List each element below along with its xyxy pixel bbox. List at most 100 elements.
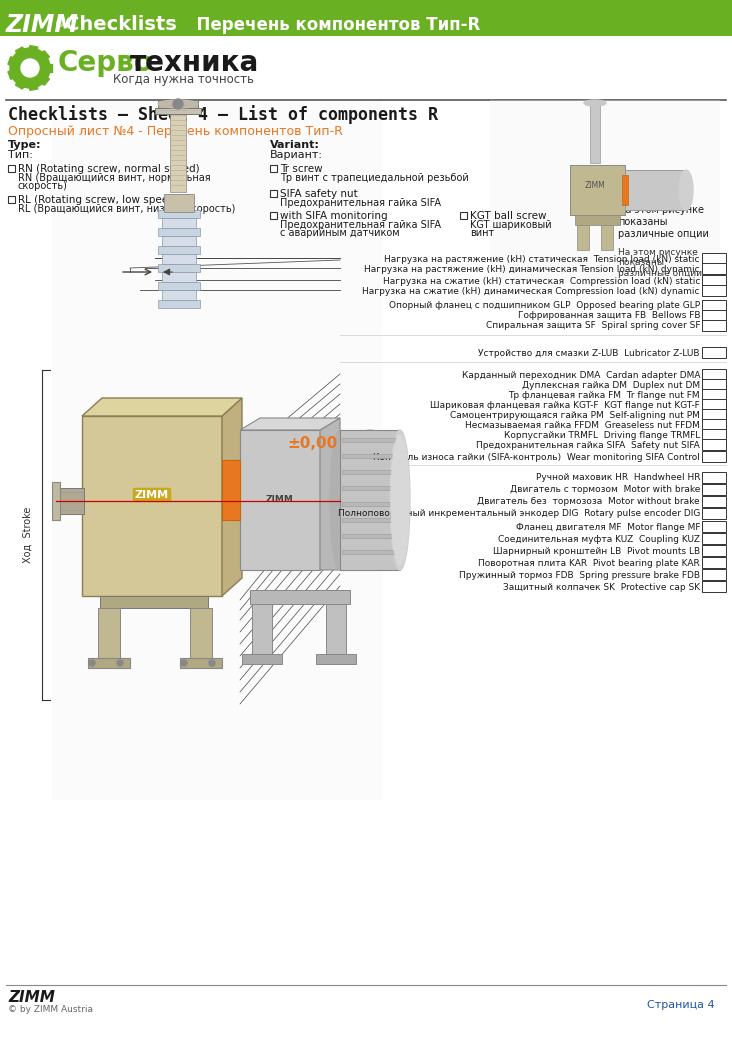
- Bar: [250, 590, 350, 604]
- Text: RN (Rotating screw, normal speed): RN (Rotating screw, normal speed): [18, 164, 200, 174]
- Circle shape: [209, 660, 215, 666]
- Circle shape: [10, 48, 50, 88]
- Bar: [702, 389, 726, 400]
- Bar: [702, 399, 726, 410]
- Bar: [56, 488, 84, 514]
- Text: Дуплексная гайка DM  Duplex nut DM: Дуплексная гайка DM Duplex nut DM: [522, 381, 700, 389]
- Text: Перечень компонентов Тип-R: Перечень компонентов Тип-R: [185, 16, 480, 34]
- Bar: [340, 430, 400, 570]
- Bar: [702, 368, 726, 380]
- Circle shape: [21, 59, 39, 77]
- Bar: [88, 658, 130, 668]
- Text: Тр фланцевая гайка FM  Tr flange nut FM: Тр фланцевая гайка FM Tr flange nut FM: [509, 390, 700, 400]
- Bar: [155, 108, 201, 114]
- Bar: [702, 253, 726, 264]
- Bar: [702, 379, 726, 390]
- Bar: [29, 81, 38, 90]
- Text: Type:: Type:: [8, 140, 42, 151]
- Bar: [158, 300, 200, 308]
- Text: Checklists – Sheet 4 – List of components R: Checklists – Sheet 4 – List of component…: [8, 106, 438, 125]
- Bar: [270, 212, 277, 219]
- Bar: [98, 608, 120, 658]
- Bar: [15, 47, 26, 58]
- Bar: [702, 347, 726, 358]
- Bar: [460, 212, 467, 219]
- Text: Устройство для смазки Z-LUB  Lubricator Z-LUB: Устройство для смазки Z-LUB Lubricator Z…: [479, 349, 700, 357]
- Text: Предохранительная гайка SIFA: Предохранительная гайка SIFA: [280, 198, 441, 208]
- Text: KGT ball screw: KGT ball screw: [470, 211, 547, 221]
- Polygon shape: [320, 418, 340, 570]
- Circle shape: [181, 660, 187, 666]
- Bar: [702, 275, 726, 286]
- Bar: [158, 264, 200, 272]
- Bar: [601, 225, 613, 250]
- Bar: [52, 100, 382, 800]
- Bar: [100, 596, 208, 608]
- Text: Нагрузка на растяжение (kH) динамическая Tension load (kN) dynamic: Нагрузка на растяжение (kH) динамическая…: [365, 265, 700, 273]
- Bar: [622, 175, 628, 204]
- Text: Тр винт с трапециедальной резьбой: Тр винт с трапециедальной резьбой: [280, 173, 468, 183]
- Text: ZIMM: ZIMM: [585, 181, 605, 190]
- Bar: [702, 285, 726, 296]
- Bar: [82, 416, 222, 596]
- Bar: [222, 460, 240, 520]
- Text: Variant:: Variant:: [270, 140, 320, 151]
- Bar: [158, 210, 200, 218]
- Polygon shape: [240, 418, 340, 430]
- Bar: [702, 300, 726, 311]
- Text: Ход  Stroke: Ход Stroke: [23, 507, 33, 564]
- Bar: [342, 438, 400, 442]
- Text: RL (Rotating screw, low speed): RL (Rotating screw, low speed): [18, 195, 179, 204]
- Circle shape: [117, 660, 123, 666]
- Bar: [29, 46, 38, 55]
- Circle shape: [173, 99, 183, 109]
- Bar: [702, 429, 726, 440]
- Bar: [158, 100, 198, 108]
- Text: Опорный фланец с подшипником GLP  Opposed bearing plate GLP: Опорный фланец с подшипником GLP Opposed…: [389, 301, 700, 310]
- Bar: [702, 496, 726, 507]
- Text: Фланец двигателя MF  Motor flange MF: Фланец двигателя MF Motor flange MF: [515, 522, 700, 531]
- Circle shape: [23, 61, 37, 75]
- Text: Серво: Серво: [58, 49, 154, 77]
- Wedge shape: [15, 53, 43, 83]
- Text: На этом рисунке
показаны
различные опции: На этом рисунке показаны различные опции: [618, 248, 702, 278]
- Text: Шарнирный кронштейн LB  Pivot mounts LB: Шарнирный кронштейн LB Pivot mounts LB: [493, 546, 700, 555]
- Text: Когда нужна точность: Когда нужна точность: [113, 74, 254, 86]
- Bar: [44, 64, 52, 72]
- Text: Опросный лист №4 - Перечень компонентов Тип-R: Опросный лист №4 - Перечень компонентов …: [8, 125, 343, 137]
- Bar: [180, 658, 222, 668]
- Bar: [38, 74, 50, 85]
- Bar: [342, 534, 400, 538]
- Bar: [702, 409, 726, 420]
- Bar: [0, 0, 732, 36]
- Bar: [158, 228, 200, 236]
- Bar: [702, 557, 726, 568]
- Text: Гофрированная защита FB  Bellows FB: Гофрированная защита FB Bellows FB: [518, 311, 700, 321]
- Ellipse shape: [584, 100, 606, 106]
- Bar: [702, 569, 726, 580]
- Ellipse shape: [330, 430, 350, 570]
- Bar: [162, 218, 196, 228]
- Text: с аварийным датчиком: с аварийным датчиком: [280, 228, 400, 238]
- Bar: [162, 272, 196, 282]
- Text: Двигатель без  тормозоза  Motor without brake: Двигатель без тормозоза Motor without br…: [477, 497, 700, 507]
- Polygon shape: [82, 398, 242, 416]
- Text: © by ZIMM Austria: © by ZIMM Austria: [8, 1006, 93, 1014]
- Bar: [242, 654, 282, 664]
- Bar: [702, 532, 726, 544]
- Text: SIFA safety nut: SIFA safety nut: [280, 189, 358, 199]
- Text: ±0,00: ±0,00: [288, 437, 338, 452]
- Bar: [326, 604, 346, 654]
- Text: Соединительная муфта KUZ  Coupling KUZ: Соединительная муфта KUZ Coupling KUZ: [498, 535, 700, 544]
- Bar: [490, 100, 720, 280]
- Text: ®: ®: [55, 19, 64, 29]
- Text: Защитный колпачек SK  Protective cap SK: Защитный колпачек SK Protective cap SK: [503, 582, 700, 592]
- Bar: [590, 103, 600, 163]
- Bar: [702, 581, 726, 592]
- Bar: [702, 521, 726, 532]
- Text: KGT шариковый: KGT шариковый: [470, 220, 552, 230]
- Bar: [8, 70, 18, 79]
- Text: Полноповоротный инкрементальный энкодер DIG  Rotary pulse encoder DIG: Полноповоротный инкрементальный энкодер …: [337, 510, 700, 519]
- Text: Нагрузка на сжатие (kH) динамическая Compression load (kN) dynamic: Нагрузка на сжатие (kH) динамическая Com…: [362, 286, 700, 296]
- Bar: [8, 196, 15, 203]
